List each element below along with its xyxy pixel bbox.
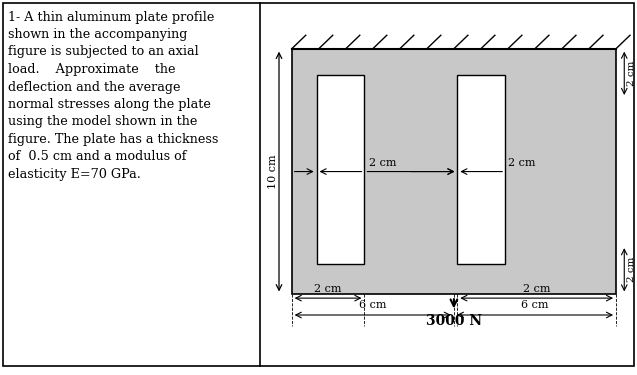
- Text: 2 cm: 2 cm: [523, 284, 550, 294]
- Text: 2 cm: 2 cm: [369, 158, 397, 168]
- Bar: [292, 49, 616, 294]
- Text: 2 cm: 2 cm: [314, 284, 342, 294]
- Text: 10 cm: 10 cm: [268, 154, 278, 189]
- Text: 1- A thin aluminum plate profile
shown in the accompanying
figure is subjected t: 1- A thin aluminum plate profile shown i…: [8, 10, 218, 181]
- Text: 6 cm: 6 cm: [521, 300, 548, 310]
- Text: 2 cm: 2 cm: [627, 61, 636, 86]
- Bar: [317, 75, 364, 264]
- Text: 2 cm: 2 cm: [508, 158, 536, 168]
- Text: 3000 N: 3000 N: [426, 314, 482, 328]
- Bar: [457, 75, 505, 264]
- Text: 6 cm: 6 cm: [359, 300, 387, 310]
- Text: 2 cm: 2 cm: [627, 257, 636, 282]
